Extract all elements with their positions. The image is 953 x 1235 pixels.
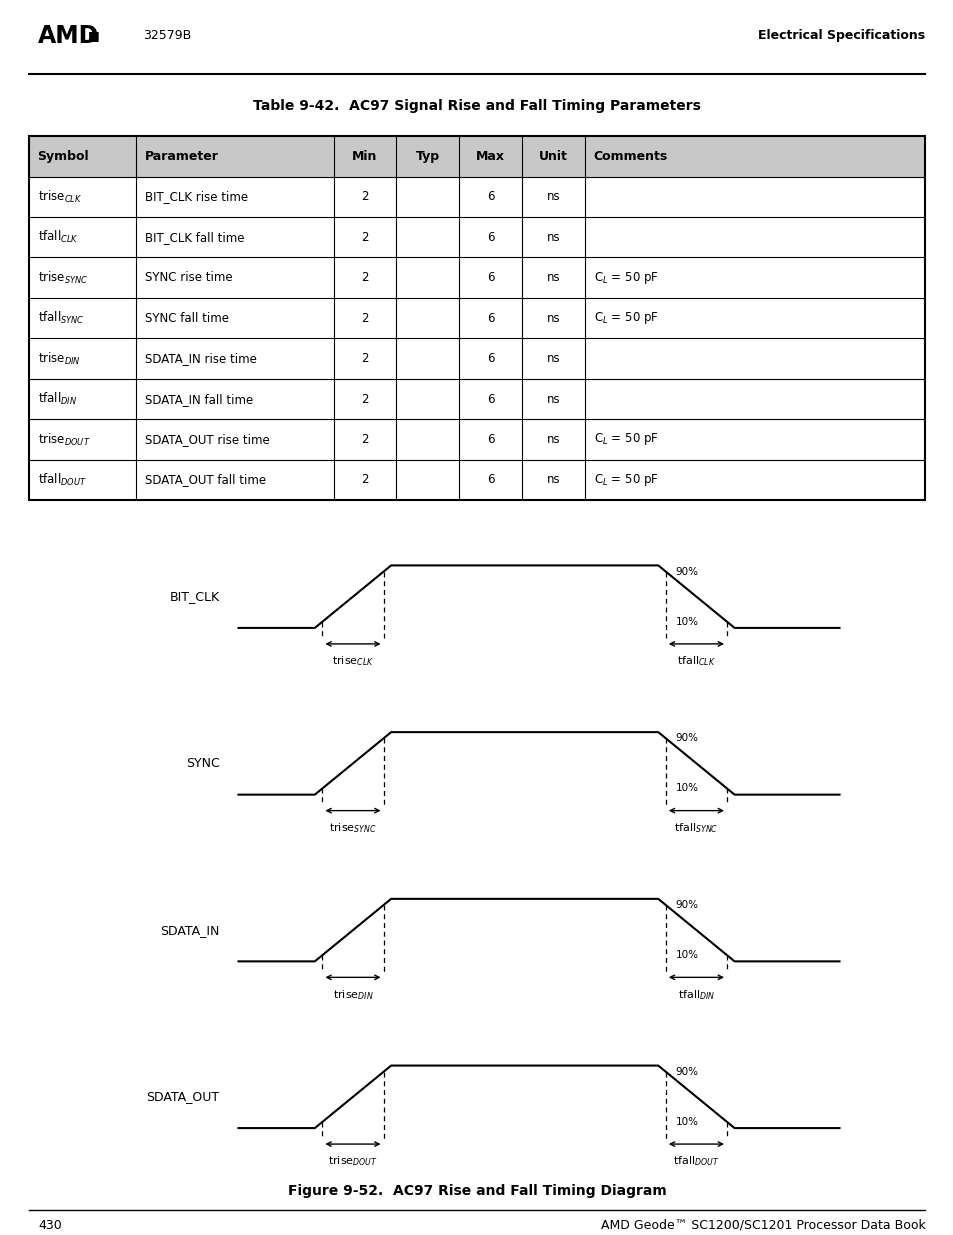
Text: 6: 6	[486, 272, 494, 284]
Text: C$_L$ = 50 pF: C$_L$ = 50 pF	[593, 431, 658, 447]
Text: 10%: 10%	[675, 1116, 698, 1126]
Text: SYNC rise time: SYNC rise time	[145, 272, 233, 284]
Text: 6: 6	[486, 231, 494, 243]
Text: trise$_{SYNC}$: trise$_{SYNC}$	[329, 821, 376, 835]
Text: trise$_{DOUT}$: trise$_{DOUT}$	[37, 431, 91, 447]
Text: ns: ns	[546, 393, 559, 405]
Text: tfall$_{DIN}$: tfall$_{DIN}$	[677, 988, 715, 1002]
Text: ns: ns	[546, 311, 559, 325]
Text: ■: ■	[88, 30, 99, 42]
Text: 90%: 90%	[675, 1067, 698, 1077]
Text: 6: 6	[486, 352, 494, 366]
Text: tfall$_{DIN}$: tfall$_{DIN}$	[37, 391, 77, 408]
Text: SDATA_OUT rise time: SDATA_OUT rise time	[145, 433, 270, 446]
Text: AMD: AMD	[38, 23, 99, 48]
Text: 2: 2	[361, 190, 368, 204]
Text: 6: 6	[486, 473, 494, 487]
Text: Parameter: Parameter	[145, 149, 219, 163]
Text: 90%: 90%	[675, 900, 698, 910]
Text: SDATA_IN fall time: SDATA_IN fall time	[145, 393, 253, 405]
Text: trise$_{SYNC}$: trise$_{SYNC}$	[37, 269, 88, 285]
Text: 2: 2	[361, 393, 368, 405]
Text: ns: ns	[546, 352, 559, 366]
Text: Electrical Specifications: Electrical Specifications	[758, 30, 924, 42]
Text: trise$_{DOUT}$: trise$_{DOUT}$	[328, 1155, 377, 1168]
Text: ns: ns	[546, 272, 559, 284]
Text: 10%: 10%	[675, 616, 698, 626]
Text: 6: 6	[486, 393, 494, 405]
Text: ns: ns	[546, 473, 559, 487]
Bar	[29, 136, 924, 500]
Text: 2: 2	[361, 231, 368, 243]
Text: 6: 6	[486, 311, 494, 325]
Text: ns: ns	[546, 190, 559, 204]
Text: 90%: 90%	[675, 734, 698, 743]
Text: 2: 2	[361, 352, 368, 366]
Text: 32579B: 32579B	[143, 30, 192, 42]
Text: 2: 2	[361, 272, 368, 284]
Text: Unit: Unit	[538, 149, 567, 163]
Text: Max: Max	[476, 149, 504, 163]
Text: trise$_{DIN}$: trise$_{DIN}$	[37, 351, 80, 367]
Text: BIT_CLK: BIT_CLK	[169, 590, 219, 603]
Text: Symbol: Symbol	[37, 149, 90, 163]
Text: tfall$_{SYNC}$: tfall$_{SYNC}$	[37, 310, 84, 326]
Text: BIT_CLK fall time: BIT_CLK fall time	[145, 231, 244, 243]
Text: BIT_CLK rise time: BIT_CLK rise time	[145, 190, 248, 204]
Text: Min: Min	[352, 149, 377, 163]
Text: 90%: 90%	[675, 567, 698, 577]
Text: ns: ns	[546, 433, 559, 446]
Text: SDATA_IN: SDATA_IN	[160, 924, 219, 936]
Text: C$_L$ = 50 pF: C$_L$ = 50 pF	[593, 472, 658, 488]
Bar	[29, 136, 924, 177]
Text: AMD Geode™ SC1200/SC1201 Processor Data Book: AMD Geode™ SC1200/SC1201 Processor Data …	[600, 1219, 924, 1233]
Text: SDATA_OUT: SDATA_OUT	[146, 1091, 219, 1103]
Text: 2: 2	[361, 311, 368, 325]
Text: 430: 430	[38, 1219, 62, 1233]
Text: trise$_{CLK}$: trise$_{CLK}$	[37, 189, 82, 205]
Text: Comments: Comments	[593, 149, 667, 163]
Text: Figure 9-52.  AC97 Rise and Fall Timing Diagram: Figure 9-52. AC97 Rise and Fall Timing D…	[287, 1183, 666, 1198]
Text: SYNC fall time: SYNC fall time	[145, 311, 229, 325]
Text: trise$_{CLK}$: trise$_{CLK}$	[332, 655, 374, 668]
Text: Table 9-42.  AC97 Signal Rise and Fall Timing Parameters: Table 9-42. AC97 Signal Rise and Fall Ti…	[253, 99, 700, 112]
Text: SDATA_OUT fall time: SDATA_OUT fall time	[145, 473, 266, 487]
Text: trise$_{DIN}$: trise$_{DIN}$	[333, 988, 373, 1002]
Text: SDATA_IN rise time: SDATA_IN rise time	[145, 352, 256, 366]
Text: 2: 2	[361, 473, 368, 487]
Text: tfall$_{DOUT}$: tfall$_{DOUT}$	[37, 472, 87, 488]
Text: 10%: 10%	[675, 950, 698, 960]
Text: 6: 6	[486, 433, 494, 446]
Text: 10%: 10%	[675, 783, 698, 793]
Text: tfall$_{CLK}$: tfall$_{CLK}$	[677, 655, 715, 668]
Text: tfall$_{DOUT}$: tfall$_{DOUT}$	[673, 1155, 719, 1168]
Text: tfall$_{SYNC}$: tfall$_{SYNC}$	[674, 821, 718, 835]
Text: C$_L$ = 50 pF: C$_L$ = 50 pF	[593, 269, 658, 285]
Text: SYNC: SYNC	[186, 757, 219, 769]
Text: tfall$_{CLK}$: tfall$_{CLK}$	[37, 230, 78, 246]
Text: 6: 6	[486, 190, 494, 204]
Text: Typ: Typ	[416, 149, 439, 163]
Text: 2: 2	[361, 433, 368, 446]
Text: C$_L$ = 50 pF: C$_L$ = 50 pF	[593, 310, 658, 326]
Text: ns: ns	[546, 231, 559, 243]
